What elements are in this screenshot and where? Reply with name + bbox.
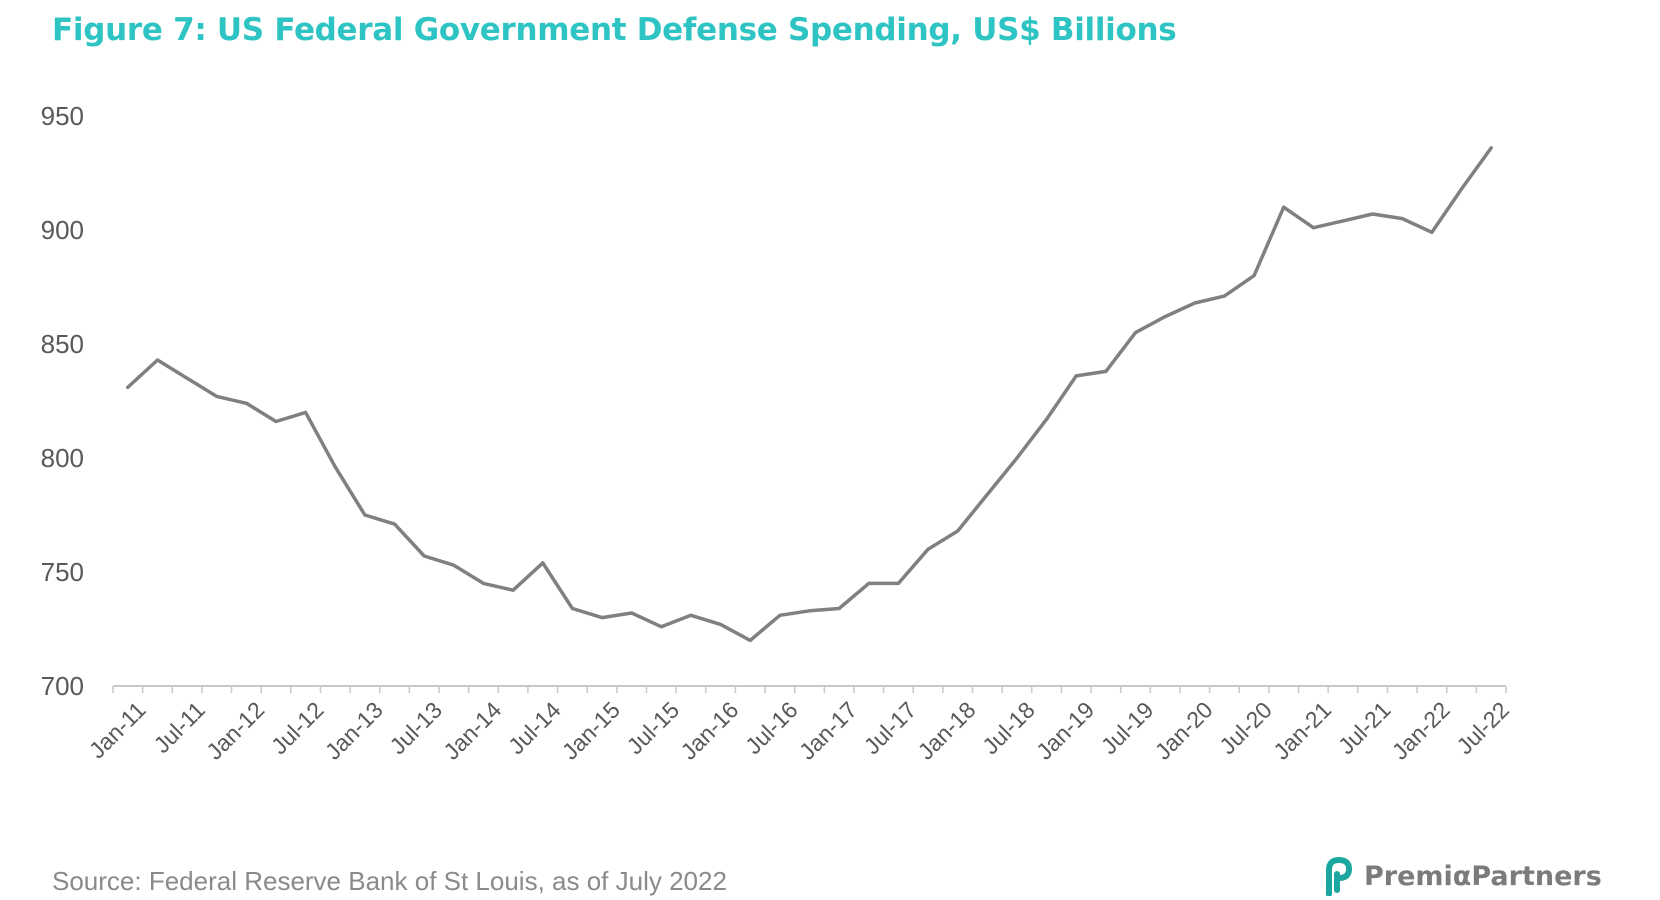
- data-point: [1193, 301, 1197, 305]
- y-tick-label: 900: [41, 215, 84, 245]
- series-line-defense-spending: [126, 146, 1493, 643]
- data-point: [600, 616, 604, 620]
- x-tick-label: Jul-11: [149, 697, 210, 758]
- data-point: [215, 394, 219, 398]
- data-point: [452, 563, 456, 567]
- data-point: [1371, 212, 1375, 216]
- data-point: [1282, 205, 1286, 209]
- premia-logo-icon: [1326, 856, 1353, 896]
- x-tick-label: Jul-13: [384, 697, 447, 760]
- data-point: [393, 522, 397, 526]
- data-point: [748, 638, 752, 642]
- data-point: [185, 376, 189, 380]
- x-tick-label: Jul-12: [266, 697, 329, 760]
- y-tick-label: 950: [41, 101, 84, 131]
- data-point: [926, 547, 930, 551]
- data-point: [363, 513, 367, 517]
- data-point: [1074, 374, 1078, 378]
- data-point: [482, 581, 485, 585]
- x-tick-label: Jul-19: [1096, 697, 1159, 760]
- data-point: [541, 561, 545, 565]
- x-tick-label: Jul-15: [622, 697, 685, 760]
- data-point: [837, 607, 841, 610]
- x-tick-label: Jan-15: [557, 697, 625, 765]
- data-point: [867, 581, 871, 585]
- data-point: [1163, 315, 1167, 319]
- data-point: [985, 493, 989, 496]
- data-point: [333, 465, 337, 469]
- x-tick-label: Jul-20: [1214, 697, 1277, 760]
- data-point: [570, 607, 574, 610]
- x-tick-label: Jan-21: [1268, 697, 1336, 765]
- data-point: [511, 588, 515, 592]
- data-point: [1460, 187, 1463, 191]
- x-tick-label: Jul-17: [859, 697, 922, 760]
- x-tick-label: Jan-22: [1387, 697, 1455, 765]
- data-point: [1400, 217, 1404, 221]
- data-point: [126, 385, 130, 389]
- x-tick-label: Jul-18: [977, 697, 1040, 760]
- x-tick-label: Jul-14: [503, 696, 566, 759]
- x-tick-label: Jan-17: [794, 697, 862, 765]
- brand: PremiαPartners: [1322, 856, 1602, 896]
- data-point: [1134, 331, 1137, 335]
- data-point: [1222, 294, 1226, 298]
- chart-title: Figure 7: US Federal Government Defense …: [52, 12, 1177, 48]
- data-point: [156, 358, 159, 362]
- data-point: [1489, 146, 1493, 150]
- y-tick-label: 700: [41, 671, 84, 701]
- source-note: Source: Federal Reserve Bank of St Louis…: [52, 866, 727, 896]
- data-point: [896, 581, 900, 585]
- y-tick-label: 850: [41, 329, 84, 359]
- data-point: [719, 622, 723, 626]
- data-point: [1104, 369, 1108, 373]
- x-tick-label: Jan-18: [912, 697, 980, 765]
- x-tick-label: Jan-20: [1150, 697, 1218, 765]
- data-point: [689, 613, 693, 617]
- data-point: [659, 625, 663, 629]
- x-tick-label: Jan-14: [438, 696, 506, 764]
- x-tick-label: Jul-16: [740, 697, 803, 760]
- data-point: [956, 529, 960, 533]
- data-point: [1045, 417, 1049, 421]
- y-tick-label: 800: [41, 443, 84, 473]
- data-point: [808, 609, 811, 613]
- data-point: [1430, 230, 1434, 234]
- brand-name: PremiαPartners: [1364, 860, 1602, 892]
- data-point: [1311, 226, 1315, 230]
- x-tick-label: Jul-21: [1333, 697, 1396, 760]
- x-tick-label: Jan-19: [1031, 697, 1099, 765]
- data-point: [274, 420, 278, 423]
- data-point: [422, 554, 426, 558]
- x-tick-label: Jan-13: [320, 697, 388, 765]
- x-tick-label: Jan-16: [675, 697, 743, 765]
- x-tick-label: Jul-22: [1451, 697, 1514, 760]
- y-tick-label: 750: [41, 557, 84, 587]
- data-point: [1341, 219, 1345, 223]
- data-point: [304, 410, 308, 414]
- data-point: [1015, 456, 1019, 460]
- data-point: [244, 401, 248, 405]
- data-point: [1252, 274, 1256, 278]
- x-tick-label: Jan-11: [84, 697, 151, 764]
- x-tick-label: Jan-12: [201, 697, 269, 765]
- data-point: [778, 613, 782, 617]
- data-point: [630, 611, 634, 615]
